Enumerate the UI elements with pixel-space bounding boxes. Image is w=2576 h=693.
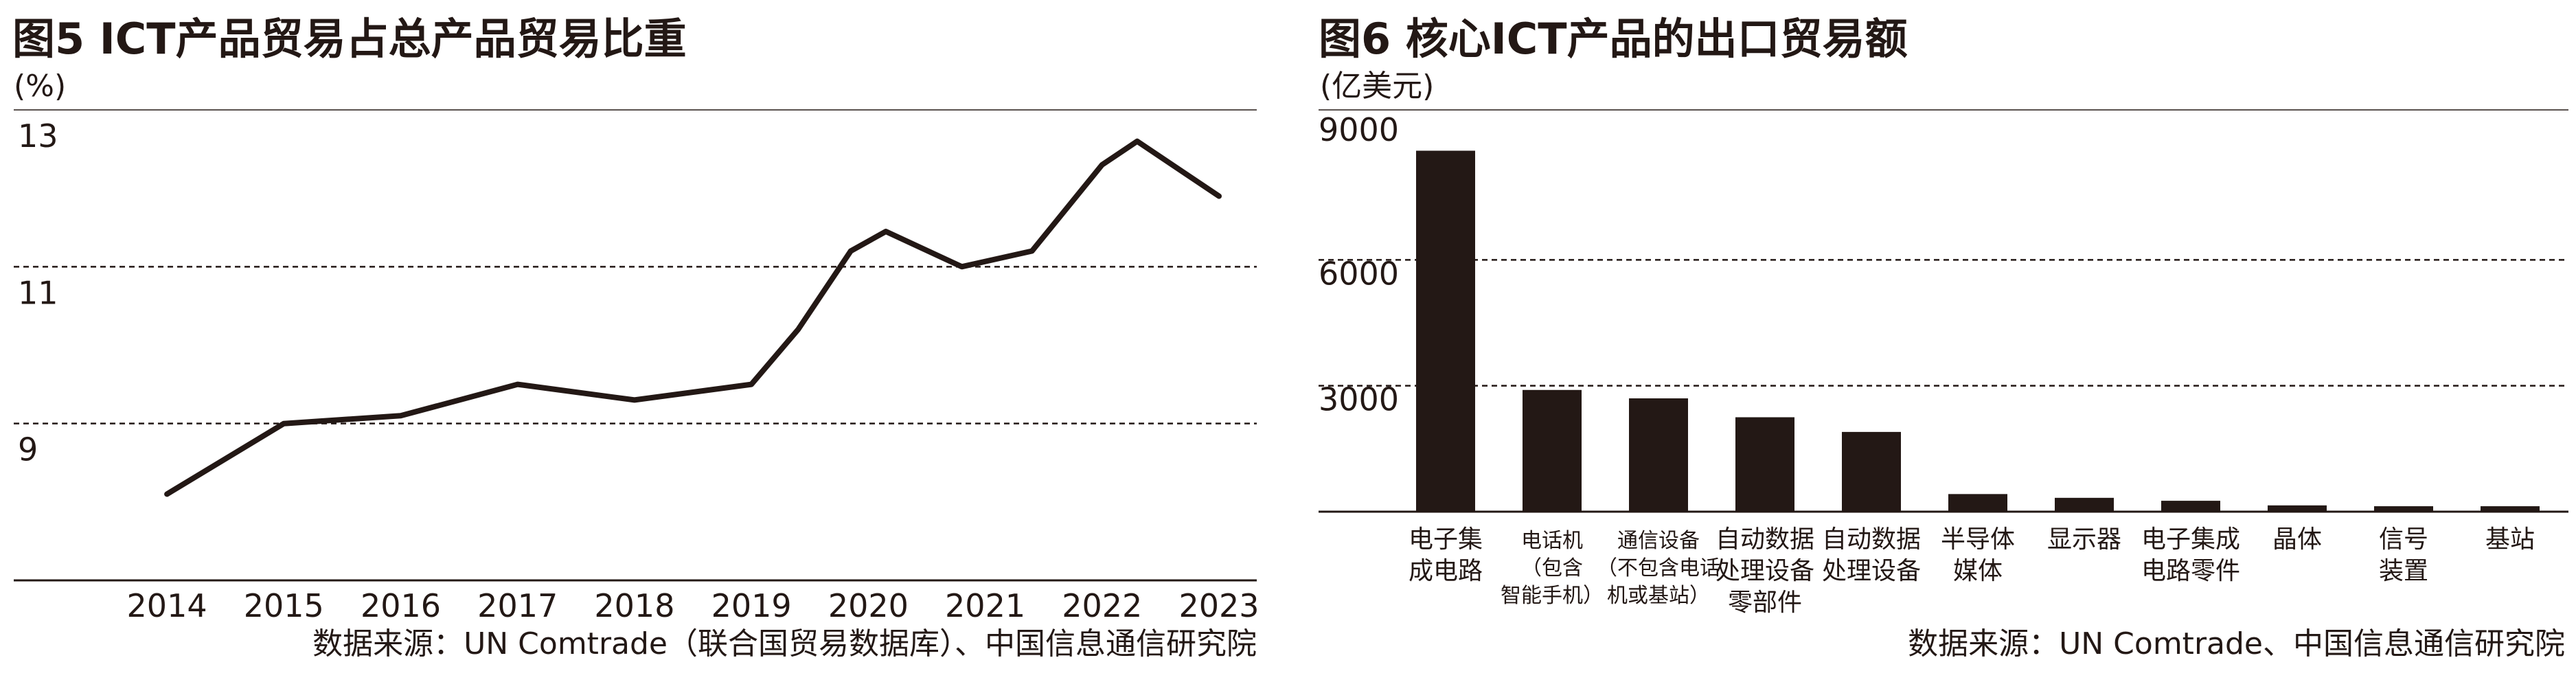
chart1-y-tick-label: 13 — [18, 117, 58, 155]
chart2-category-label: 处理设备 — [1822, 557, 1921, 585]
chart1-x-ticks: 2014 2015 2016 2017 2018 2019 2020 2021 2022 2023 — [127, 587, 1259, 624]
chart1-grid — [14, 109, 1257, 582]
chart2-category-label: 显示器 — [2047, 525, 2121, 554]
chart2-category-label: 智能手机） — [1501, 584, 1604, 608]
chart2-bar — [1842, 431, 1901, 512]
chart2-bar — [1523, 389, 1582, 512]
chart1-series-line — [164, 138, 1222, 497]
chart2-bar — [1735, 417, 1794, 512]
chart2-unit: (亿美元) — [1320, 69, 1434, 104]
chart2-category-label: （不包含电话 — [1597, 556, 1720, 580]
chart2-category-label: 晶体 — [2272, 525, 2322, 554]
chart2-bar — [2374, 506, 2433, 512]
chart2-y-tick-label: 6000 — [1319, 255, 1399, 292]
chart2-category-label: 机或基站） — [1607, 584, 1710, 608]
chart2-category-label: 自动数据 — [1822, 525, 1921, 554]
chart2-bar — [2481, 506, 2540, 512]
chart2-bar — [2055, 497, 2114, 512]
chart1-x-tick-label: 2018 — [594, 587, 674, 624]
chart2-category-label: 信号 — [2379, 525, 2428, 554]
chart1-title: 图5 ICT产品贸易占总产品贸易比重 — [12, 14, 687, 64]
chart2-bar — [2268, 505, 2327, 512]
chart1-y-tick-label: 9 — [18, 431, 38, 468]
chart1-y-ticks: 13 11 9 — [18, 117, 58, 468]
chart2-y-tick-label: 3000 — [1319, 381, 1399, 418]
chart1-x-tick-label: 2014 — [127, 587, 207, 624]
chart2-bars — [1416, 150, 2540, 512]
chart2-y-tick-label: 9000 — [1319, 111, 1399, 148]
chart2-category-label: 自动数据 — [1716, 525, 1814, 554]
chart1-x-tick-label: 2020 — [828, 587, 909, 624]
chart2-source: 数据来源：UN Comtrade、中国信息通信研究院 — [1908, 626, 2565, 661]
chart1-x-tick-label: 2019 — [711, 587, 792, 624]
chart2-category-label: 处理设备 — [1716, 557, 1814, 585]
chart1-x-tick-label: 2015 — [244, 587, 324, 624]
chart1-series — [164, 138, 1222, 497]
chart2-category-label: 电子集 — [1409, 525, 1483, 554]
chart2-category-labels: 电子集成电路电话机（包含智能手机）通信设备（不包含电话机或基站）自动数据处理设备… — [1409, 525, 2535, 617]
chart2-category-label: 电子集成 — [2141, 525, 2240, 554]
chart2-category-label: 半导体 — [1941, 525, 2015, 554]
chart2-grid — [1319, 109, 2568, 513]
chart2-category-label: 基站 — [2485, 525, 2535, 554]
chart1-x-tick-label: 2016 — [361, 587, 441, 624]
chart2-category-label: 零部件 — [1728, 589, 1802, 617]
chart1-unit: (%) — [14, 69, 66, 104]
chart2-y-ticks: 9000 6000 3000 — [1319, 111, 1399, 418]
chart2-category-label: 电路零件 — [2141, 557, 2240, 585]
chart1-x-tick-label: 2023 — [1178, 587, 1259, 624]
chart1-x-tick-label: 2022 — [1062, 587, 1142, 624]
chart2-bar — [1416, 150, 1475, 512]
chart2-title: 图6 核心ICT产品的出口贸易额 — [1319, 14, 1908, 64]
chart2-bar — [2161, 501, 2220, 512]
chart2-category-label: 媒体 — [1953, 557, 2003, 585]
chart2-bar — [1948, 494, 2007, 512]
chart1-x-tick-label: 2017 — [477, 587, 558, 624]
chart1-source: 数据来源：UN Comtrade（联合国贸易数据库）、中国信息通信研究院 — [312, 626, 1257, 661]
chart2-category-label: 装置 — [2379, 557, 2428, 585]
chart2-bar — [1629, 398, 1688, 512]
chart2-category-label: （包含 — [1521, 556, 1583, 580]
chart2-category-label: 通信设备 — [1617, 529, 1700, 553]
chart2-category-label: 电话机 — [1521, 529, 1583, 553]
chart1-x-tick-label: 2021 — [945, 587, 1025, 624]
chart1-y-tick-label: 11 — [18, 274, 58, 311]
chart2-category-label: 成电路 — [1409, 557, 1483, 585]
